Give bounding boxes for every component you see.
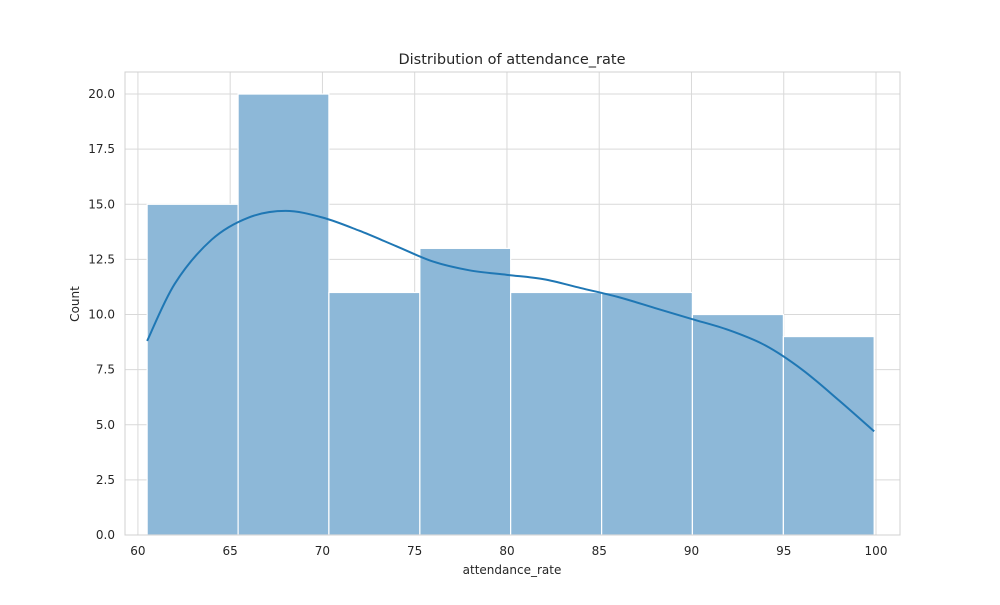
y-tick-label: 20.0 [88,87,115,101]
histogram-bar [419,247,512,536]
histogram-bar [328,291,421,536]
x-tick-label: 70 [315,544,330,558]
kde-curve [146,209,875,433]
histogram-bar [146,203,239,536]
kde-curve-layer [146,209,875,433]
y-tick-labels: 0.0 2.5 5.0 7.5 10.0 12.5 15.0 17.5 20.0 [88,87,115,542]
x-tick-label: 100 [865,544,888,558]
histogram-bar [510,291,603,536]
y-tick-label: 2.5 [96,473,115,487]
y-tick-label: 17.5 [88,142,115,156]
chart-title: Distribution of attendance_rate [398,52,625,68]
x-tick-labels: 60 65 70 75 80 85 90 95 100 [130,544,887,558]
histogram-bar [782,335,875,536]
y-tick-label: 0.0 [96,528,115,542]
y-axis-label: Count [68,286,82,322]
y-tick-label: 10.0 [88,308,115,322]
y-tick-label: 7.5 [96,363,115,377]
histogram-bar [601,291,694,536]
x-tick-label: 95 [776,544,791,558]
y-tick-label: 15.0 [88,197,115,211]
histogram-bars [146,93,875,536]
x-tick-label: 60 [130,544,145,558]
x-tick-label: 85 [592,544,607,558]
x-tick-label: 90 [684,544,699,558]
x-tick-label: 80 [499,544,514,558]
x-axis-label: attendance_rate [463,563,562,577]
x-tick-label: 65 [223,544,238,558]
y-tick-label: 12.5 [88,252,115,266]
plot-frame [124,71,901,536]
histogram-bar [691,313,784,536]
y-tick-label: 5.0 [96,418,115,432]
histogram-bar [237,93,330,536]
x-tick-label: 75 [407,544,422,558]
